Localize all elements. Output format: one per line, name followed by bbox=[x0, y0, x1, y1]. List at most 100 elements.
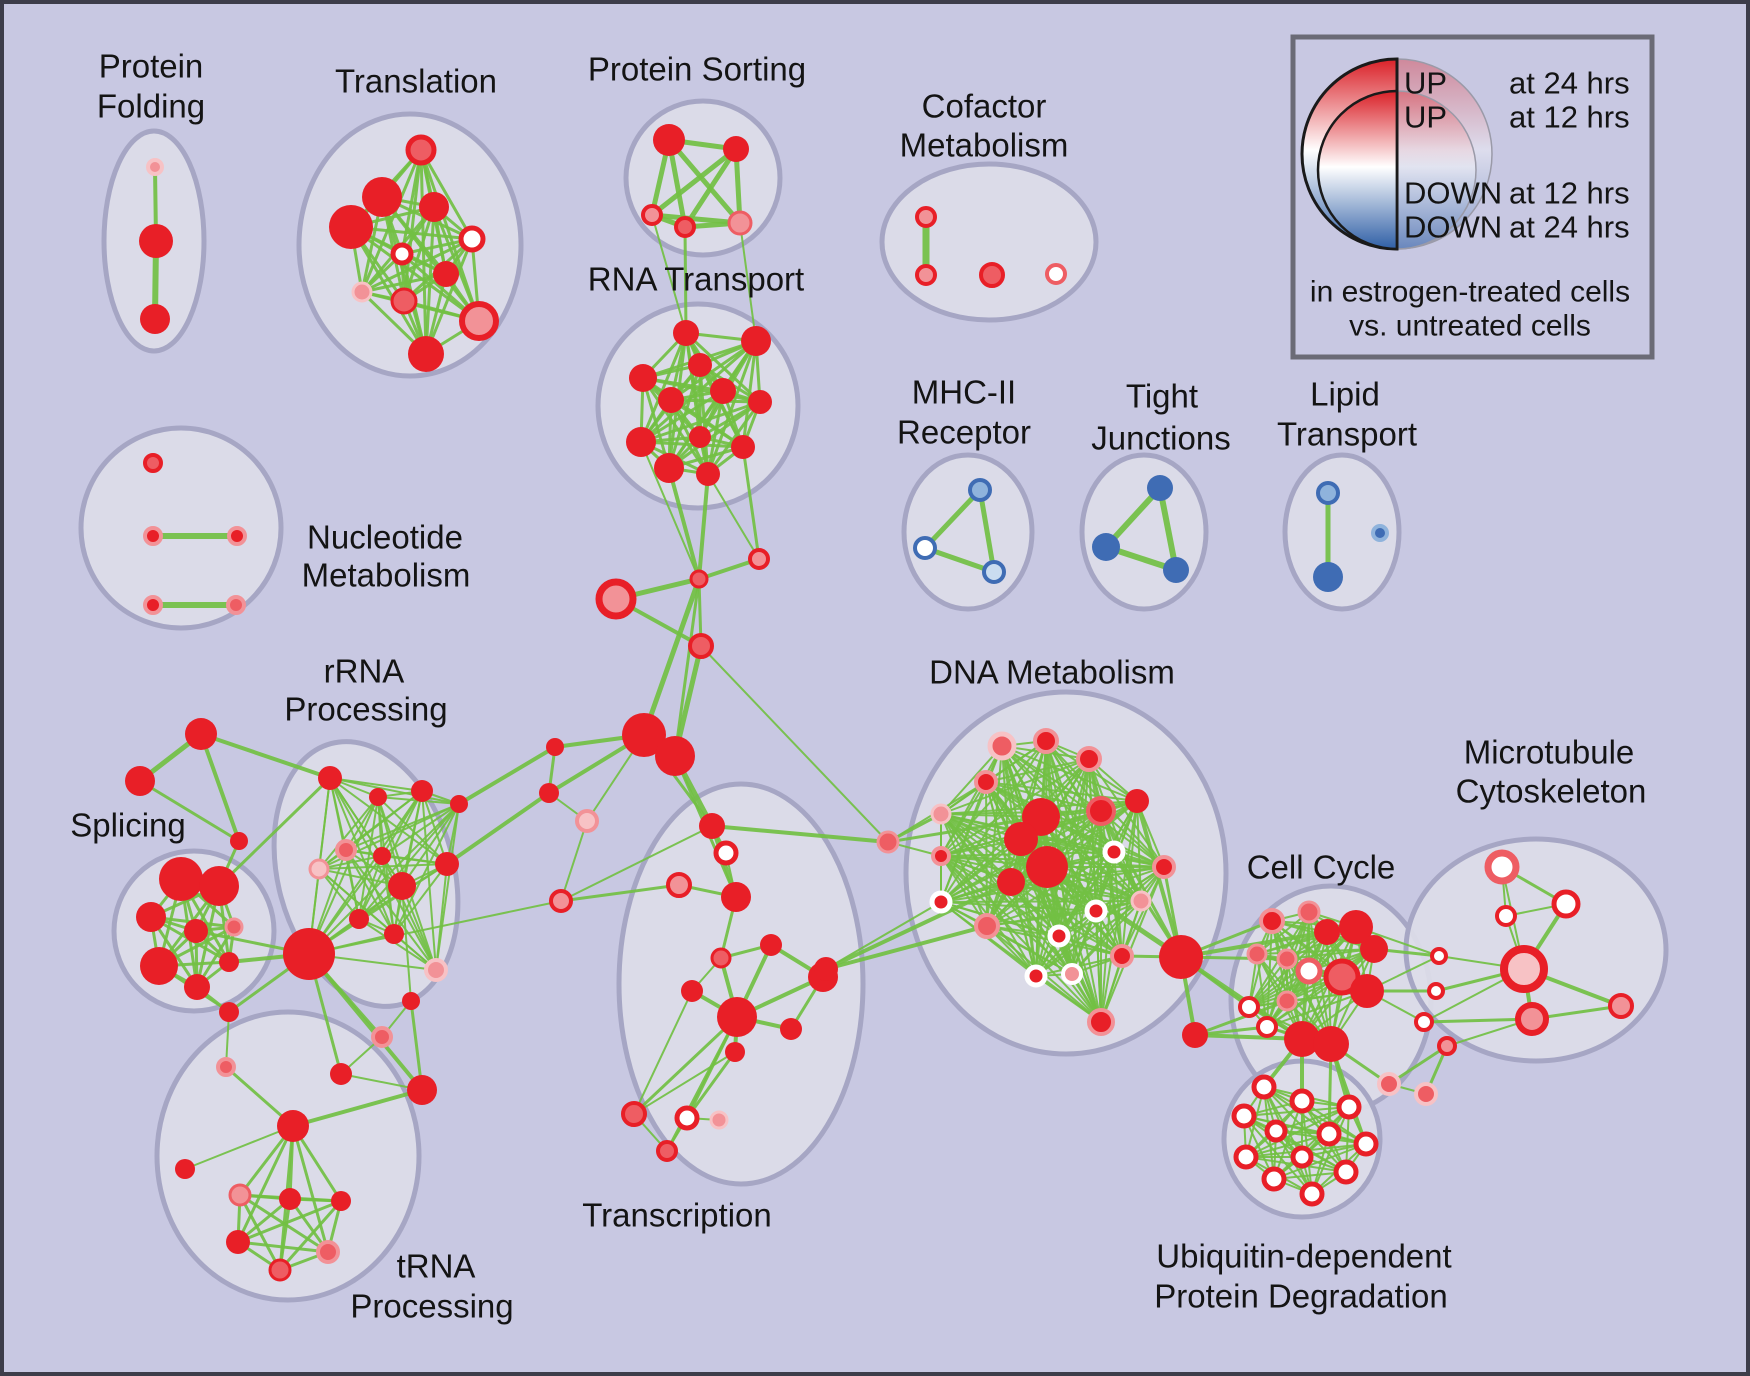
node-dm11[interactable] bbox=[997, 868, 1025, 896]
node-tx4[interactable] bbox=[721, 882, 751, 912]
node-tx9[interactable] bbox=[681, 980, 703, 1002]
node-dm22[interactable] bbox=[1152, 855, 1176, 879]
node-cc12[interactable] bbox=[1238, 996, 1260, 1018]
node-mt1[interactable] bbox=[1484, 849, 1520, 885]
node-rr9[interactable] bbox=[450, 795, 468, 813]
node-cc6[interactable] bbox=[1246, 943, 1268, 965]
node-l1[interactable] bbox=[219, 1002, 239, 1022]
node-ub12[interactable] bbox=[1299, 1181, 1325, 1207]
node-dm4[interactable] bbox=[974, 770, 998, 794]
node-ub4[interactable] bbox=[1231, 1103, 1257, 1129]
node-tx14[interactable] bbox=[709, 1110, 729, 1130]
node-ccb[interactable] bbox=[1159, 935, 1203, 979]
node-ps2[interactable] bbox=[723, 136, 749, 162]
node-tl8[interactable] bbox=[351, 281, 373, 303]
node-rr3[interactable] bbox=[411, 780, 433, 802]
node-dm3[interactable] bbox=[1076, 746, 1102, 772]
node-ub3[interactable] bbox=[1336, 1094, 1362, 1120]
node-rt3[interactable] bbox=[688, 353, 712, 377]
node-cc7[interactable] bbox=[1276, 948, 1298, 970]
node-rr12[interactable] bbox=[424, 958, 448, 982]
node-tx6[interactable] bbox=[710, 947, 732, 969]
node-tx13[interactable] bbox=[674, 1105, 700, 1131]
node-sp4[interactable] bbox=[184, 919, 208, 943]
node-rt8[interactable] bbox=[626, 427, 656, 457]
node-rt2[interactable] bbox=[741, 326, 771, 356]
node-rr16[interactable] bbox=[402, 992, 420, 1010]
node-dm15[interactable] bbox=[974, 913, 1000, 939]
node-mh1[interactable] bbox=[968, 478, 992, 502]
node-cc8[interactable] bbox=[1295, 957, 1323, 985]
node-dmb[interactable] bbox=[814, 957, 838, 981]
node-mt2[interactable] bbox=[1551, 889, 1581, 919]
node-lp2[interactable] bbox=[1313, 562, 1343, 592]
node-dm6[interactable] bbox=[1086, 796, 1116, 826]
node-cc4[interactable] bbox=[1339, 910, 1373, 944]
node-lp1[interactable] bbox=[1316, 481, 1340, 505]
node-mt5[interactable] bbox=[1515, 1002, 1549, 1036]
node-tj3[interactable] bbox=[1163, 557, 1189, 583]
node-x1[interactable] bbox=[185, 718, 217, 750]
node-ub11[interactable] bbox=[1333, 1159, 1359, 1185]
node-mt8[interactable] bbox=[1427, 982, 1445, 1000]
node-rt12[interactable] bbox=[696, 462, 720, 486]
node-dm10[interactable] bbox=[1026, 846, 1068, 888]
node-cm4[interactable] bbox=[1045, 263, 1067, 285]
node-cc0[interactable] bbox=[595, 578, 637, 620]
node-mt6[interactable] bbox=[1608, 993, 1634, 1019]
node-ps3[interactable] bbox=[641, 204, 663, 226]
node-dm21[interactable] bbox=[1061, 963, 1083, 985]
node-pf1[interactable] bbox=[146, 158, 164, 176]
node-cc2[interactable] bbox=[1297, 900, 1321, 924]
node-ub6[interactable] bbox=[1316, 1121, 1342, 1147]
node-sp5[interactable] bbox=[224, 917, 244, 937]
node-cd[interactable] bbox=[688, 633, 714, 659]
node-ub7[interactable] bbox=[1353, 1131, 1379, 1157]
node-ub10[interactable] bbox=[1261, 1166, 1287, 1192]
node-dm19[interactable] bbox=[1110, 944, 1134, 968]
node-hub2[interactable] bbox=[655, 736, 695, 776]
node-sp1[interactable] bbox=[159, 857, 203, 901]
node-dm18[interactable] bbox=[1130, 890, 1152, 912]
node-sp2[interactable] bbox=[199, 866, 239, 906]
node-tr3[interactable] bbox=[331, 1191, 351, 1211]
node-rt10[interactable] bbox=[731, 435, 755, 459]
node-tr6[interactable] bbox=[268, 1258, 292, 1282]
node-rr1[interactable] bbox=[318, 766, 342, 790]
node-tj2[interactable] bbox=[1092, 533, 1120, 561]
node-tr4[interactable] bbox=[226, 1230, 250, 1254]
node-txh[interactable] bbox=[717, 997, 757, 1037]
node-rt4[interactable] bbox=[629, 364, 657, 392]
node-dm5[interactable] bbox=[930, 803, 952, 825]
node-rr7[interactable] bbox=[388, 872, 416, 900]
node-dm13[interactable] bbox=[931, 846, 951, 866]
node-nm5[interactable] bbox=[226, 595, 246, 615]
node-cb[interactable] bbox=[748, 548, 770, 570]
node-mh3[interactable] bbox=[982, 560, 1006, 584]
node-tj1[interactable] bbox=[1147, 475, 1173, 501]
node-ub8[interactable] bbox=[1233, 1144, 1259, 1170]
node-rr14[interactable] bbox=[330, 1063, 352, 1085]
node-mt3[interactable] bbox=[1495, 905, 1517, 927]
node-tx11[interactable] bbox=[725, 1042, 745, 1062]
node-rr13[interactable] bbox=[407, 1075, 437, 1105]
node-ub1[interactable] bbox=[1251, 1074, 1277, 1100]
node-lp3[interactable] bbox=[1371, 524, 1389, 542]
node-sp6[interactable] bbox=[140, 947, 178, 985]
node-rr11[interactable] bbox=[384, 924, 404, 944]
node-cm1[interactable] bbox=[915, 206, 937, 228]
node-tx7[interactable] bbox=[760, 934, 782, 956]
node-sp3[interactable] bbox=[136, 902, 166, 932]
node-tl10[interactable] bbox=[459, 301, 499, 341]
node-mt7[interactable] bbox=[1430, 947, 1448, 965]
node-mh2[interactable] bbox=[913, 536, 937, 560]
node-cc10[interactable] bbox=[1350, 974, 1384, 1008]
node-nm2[interactable] bbox=[143, 526, 163, 546]
node-hb[interactable] bbox=[539, 783, 559, 803]
node-tl6[interactable] bbox=[458, 225, 486, 253]
node-ps4[interactable] bbox=[674, 216, 696, 238]
node-tl2[interactable] bbox=[362, 177, 402, 217]
node-rr8[interactable] bbox=[435, 852, 459, 876]
node-rt7[interactable] bbox=[748, 390, 772, 414]
node-trh[interactable] bbox=[277, 1110, 309, 1142]
